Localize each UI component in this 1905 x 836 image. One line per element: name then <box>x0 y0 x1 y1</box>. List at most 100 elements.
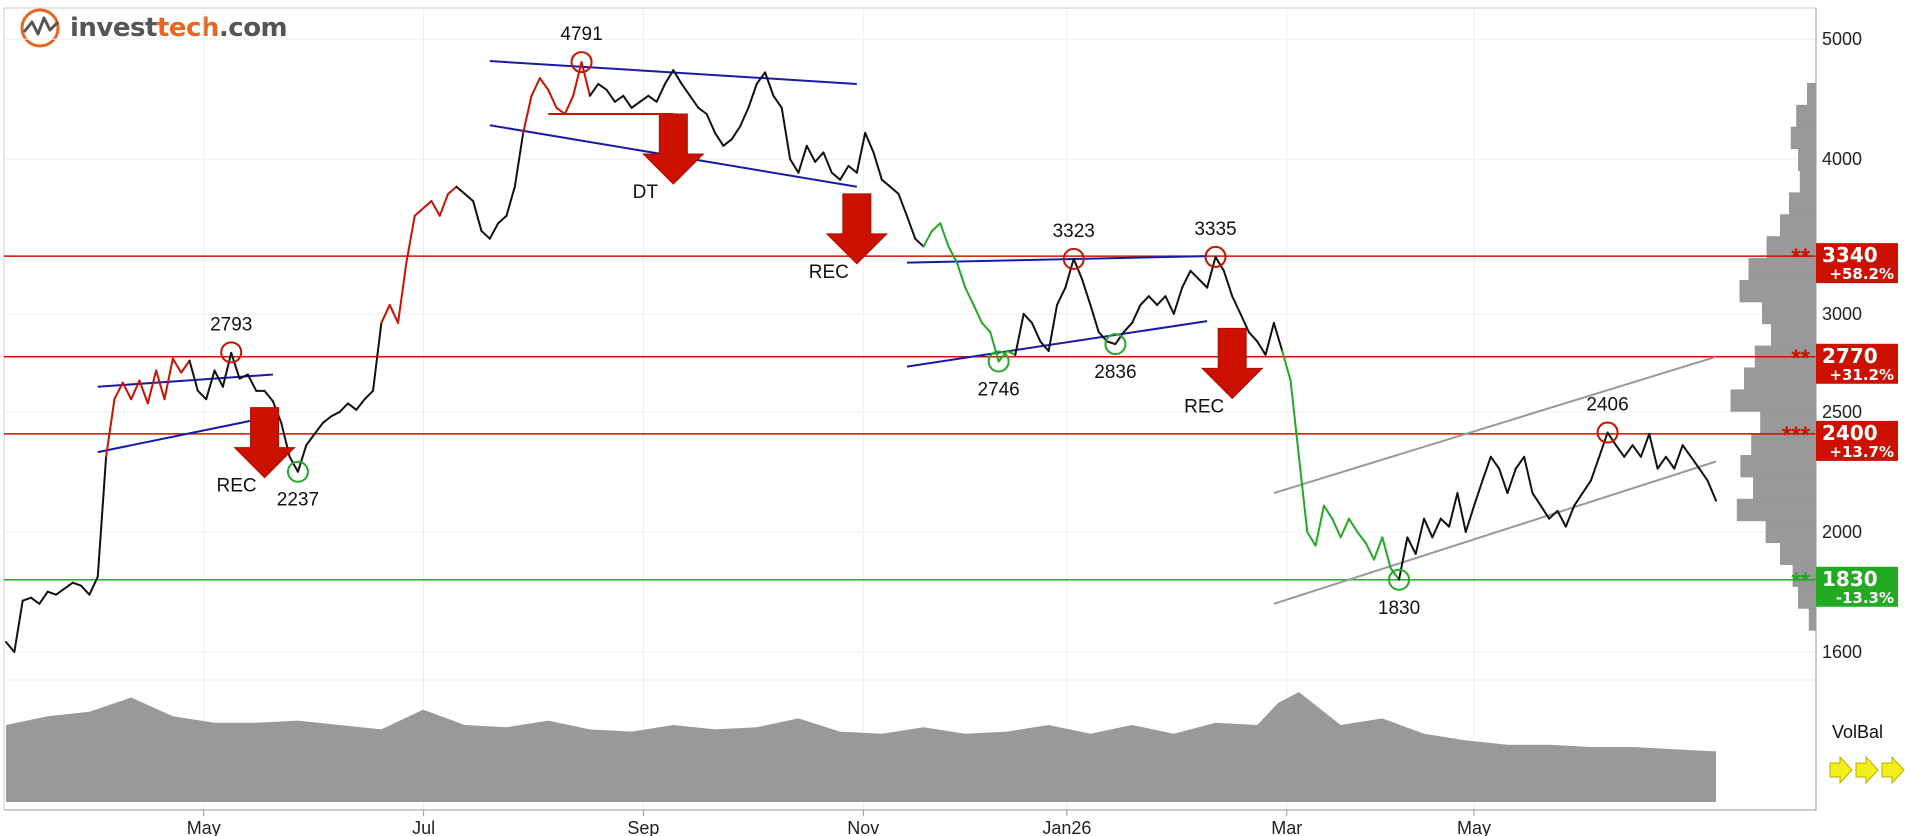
price-segment <box>430 200 441 217</box>
profile-bar <box>1771 323 1816 347</box>
price-segment <box>689 94 700 109</box>
axes: 5000 4000 3000 2500 2000 1600 May Jul Sep Nov Jan2… <box>4 8 1862 836</box>
price-segment <box>1064 257 1075 289</box>
price-segment <box>663 69 675 85</box>
price-segment <box>1347 517 1359 533</box>
extreme-label: 1830 <box>1378 598 1420 619</box>
price-segment <box>588 82 600 97</box>
price-segment <box>163 357 174 401</box>
profile-bar <box>1790 126 1816 150</box>
price-segment <box>130 379 141 401</box>
level-percent: +58.2% <box>1829 265 1894 283</box>
price-segment <box>789 158 800 174</box>
level-value: 1830 <box>1822 567 1878 591</box>
extreme-marker <box>1062 247 1085 270</box>
price-segment <box>488 222 500 240</box>
profile-bar <box>1808 608 1816 631</box>
y-tick-label: 4000 <box>1822 149 1862 169</box>
price-segment <box>939 222 950 248</box>
price-segment <box>680 82 691 97</box>
y-tick-label: 1600 <box>1822 642 1862 662</box>
price-segment <box>1047 303 1059 352</box>
price-segment <box>964 286 975 306</box>
price-segment <box>330 410 341 418</box>
extreme-label: 2793 <box>210 314 252 335</box>
volume-label: VolBal <box>1832 722 1883 742</box>
price-segment <box>1598 431 1609 458</box>
price-segment <box>922 229 933 248</box>
price-segment <box>413 207 425 217</box>
price-segment <box>422 200 433 210</box>
price-segment <box>46 590 58 596</box>
profile-bar <box>1739 279 1816 303</box>
price-segment <box>1039 340 1050 352</box>
price-segment <box>1664 455 1676 470</box>
price-segment <box>1548 509 1559 520</box>
price-segment <box>1623 444 1634 458</box>
price-segment <box>355 398 366 411</box>
price-segment <box>1589 455 1601 482</box>
price-segment <box>805 144 817 163</box>
price-segment <box>105 398 116 458</box>
price-segment <box>455 185 466 195</box>
price-segment <box>146 369 158 405</box>
price-segment <box>1689 455 1701 470</box>
price-segment <box>697 106 708 116</box>
price-segment <box>1681 444 1692 458</box>
price-segment <box>1256 340 1267 356</box>
profile-bar <box>1798 148 1816 171</box>
x-tick-label: Jan26 <box>1042 818 1091 836</box>
price-segment <box>205 369 216 401</box>
price-segment <box>530 77 541 97</box>
price-segment <box>538 77 550 91</box>
price-segment <box>221 351 233 388</box>
price-segment <box>513 131 525 188</box>
price-segment <box>71 581 83 587</box>
price-segment <box>1364 541 1375 561</box>
price-segment <box>889 185 900 195</box>
price-segment <box>522 94 533 134</box>
price-segment <box>672 69 683 85</box>
signal-label: REC <box>217 476 257 497</box>
extreme-marker <box>1388 568 1411 591</box>
price-segment <box>1556 509 1567 528</box>
price-segment <box>1573 492 1584 507</box>
sell-signal-arrow <box>233 407 296 479</box>
price-segment <box>305 432 316 447</box>
extreme-marker <box>570 51 593 74</box>
price-segment <box>1014 312 1025 356</box>
profile-bar <box>1748 258 1816 281</box>
price-segment <box>830 171 842 181</box>
price-segment <box>1406 536 1417 555</box>
support-resistance-lines <box>4 255 1816 581</box>
price-segment <box>563 94 575 116</box>
profile-bar <box>1753 476 1816 500</box>
price-segment <box>321 415 333 424</box>
y-tick-label: 2500 <box>1822 402 1862 422</box>
profile-bar <box>1780 542 1816 565</box>
profile-bar <box>1765 520 1816 544</box>
level-stars: *** <box>1782 422 1811 449</box>
price-segment <box>1131 303 1142 324</box>
price-segment <box>1706 479 1717 502</box>
price-segment <box>797 144 808 174</box>
price-segment <box>296 444 308 473</box>
x-tick-label: Jul <box>412 818 435 836</box>
price-segment <box>230 351 241 380</box>
price-segment <box>1081 278 1092 306</box>
price-segment <box>1698 467 1709 482</box>
price-segment <box>180 359 191 374</box>
price-segment <box>1272 321 1284 352</box>
level-percent: -13.3% <box>1836 589 1894 607</box>
price-segment <box>113 381 124 401</box>
price-segment <box>388 303 400 324</box>
price-segment <box>1631 444 1642 458</box>
price-segment <box>580 61 591 97</box>
price-segment <box>1398 536 1409 581</box>
price-segment <box>1056 286 1067 306</box>
price-segment <box>1581 479 1592 495</box>
logo-icon <box>20 8 60 48</box>
x-tick-label: Mar <box>1271 818 1302 836</box>
logo: investtech.com <box>18 6 288 50</box>
price-segment <box>1639 432 1651 458</box>
